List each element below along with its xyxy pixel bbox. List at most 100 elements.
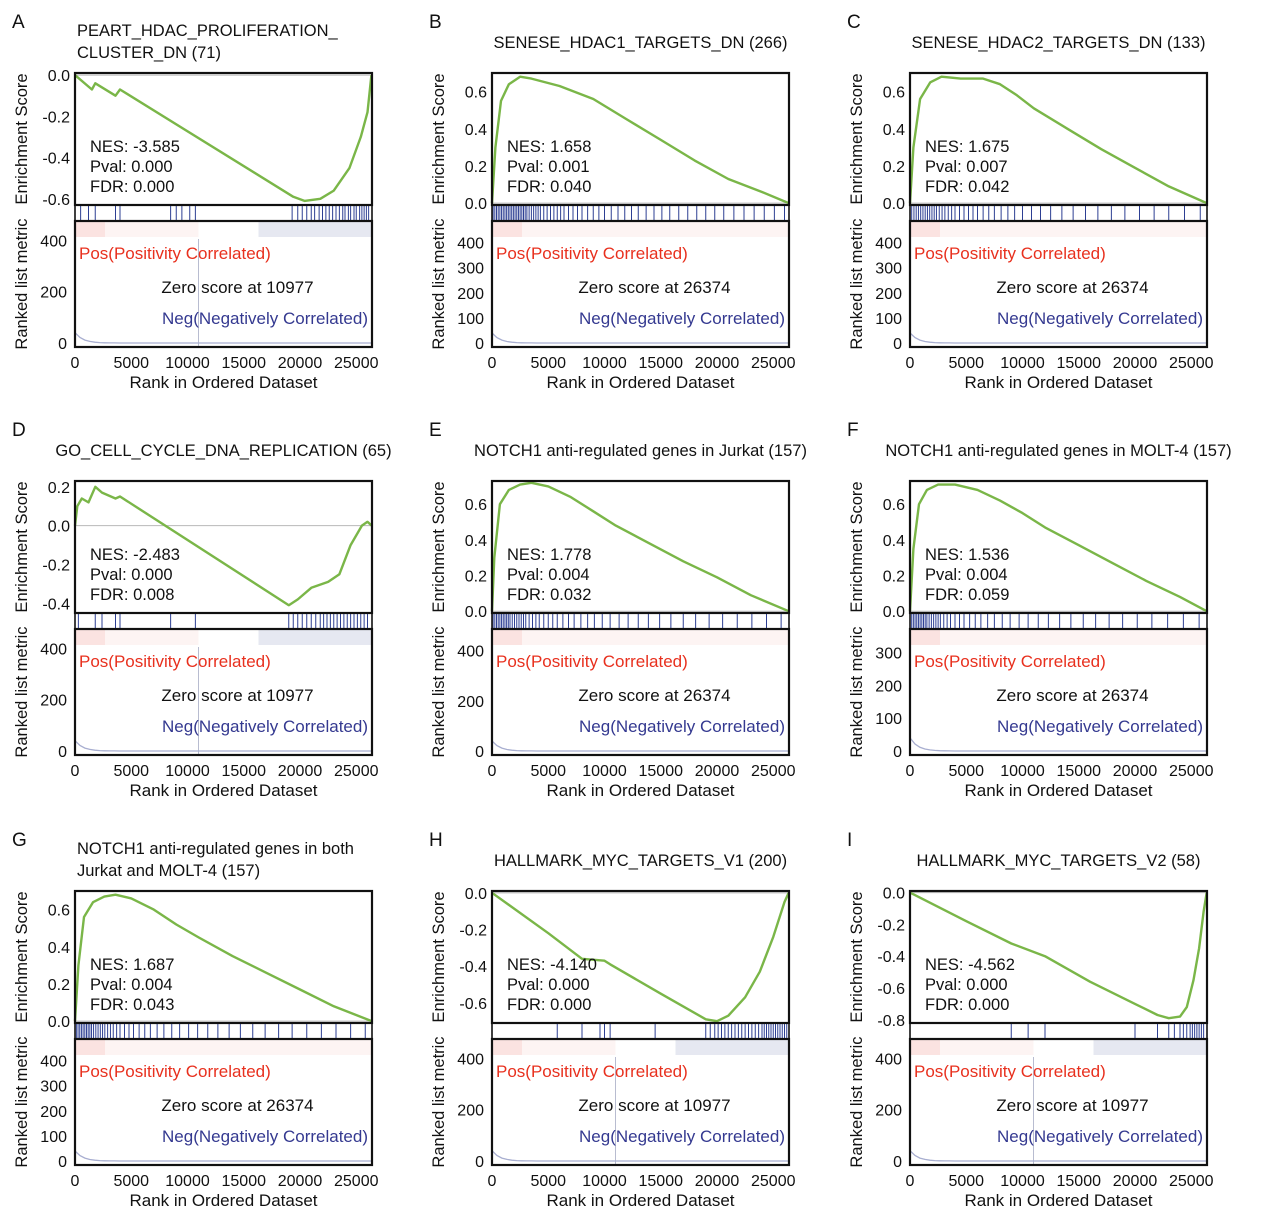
es-tick-label: 0.2 [883,159,905,176]
stat-label: NES: 1.536 [925,546,1009,564]
rank-plot-frame [490,219,791,349]
x-tick-label: 15000 [639,763,684,780]
es-axis-label: Enrichment Score [848,891,866,1022]
pos-label: Pos(Positivity Correlated) [914,652,1106,671]
panel-title: SENESE_HDAC2_TARGETS_DN (133) [911,34,1205,52]
x-axis-label: Rank in Ordered Dataset [964,1191,1152,1210]
x-tick-label: 0 [71,763,80,780]
x-tick-label: 5000 [948,763,984,780]
x-tick-label: 5000 [113,763,149,780]
rank-gradient-band [910,1039,1207,1055]
es-tick-label: 0.6 [883,497,905,514]
es-tick-label: 0.0 [465,604,487,621]
rank-gradient-band [75,221,372,237]
stat-label: NES: 1.687 [90,956,174,974]
rank-gradient-band [910,629,1207,645]
x-tick-label: 20000 [1113,763,1158,780]
rank-axis-label: Ranked list metric [13,218,31,349]
ranked-metric-curve [74,332,372,344]
panel-i: I HALLMARK_MYC_TARGETS_V2 (58) 0.0 -0.2 -0.4… [847,830,1214,1210]
rank-tick-label: 0 [893,1154,902,1171]
rank-tick-label: 400 [457,644,484,661]
x-axis-label: Rank in Ordered Dataset [546,373,734,392]
es-tick-label: 0.0 [465,196,487,213]
neg-label: Neg(Negatively Correlated) [162,717,368,736]
es-tick-label: 0.0 [883,604,905,621]
panel-a: A PEART_HDAC_PROLIFERATION_ CLUSTER_DN (71… [12,12,379,392]
pos-gradient-fade [105,1039,372,1055]
x-tick-label: 15000 [1057,763,1102,780]
x-tick-label: 25000 [1169,355,1214,372]
panel-d: D GO_CELL_CYCLE_DNA_REPLICATION (65) 0.2 0.… [12,420,392,800]
hit-marks [75,1024,366,1038]
es-axis-label: Enrichment Score [13,481,31,612]
hit-marks [80,206,370,220]
ranked-metric-curve [491,740,789,752]
pos-label: Pos(Positivity Correlated) [496,652,688,671]
panel-title: NOTCH1 anti-regulated genes in MOLT-4 (1… [885,442,1231,460]
x-tick-label: 10000 [165,763,210,780]
es-tick-label: 0.2 [48,977,70,994]
ranked-metric-curve [74,740,372,752]
x-tick-label: 25000 [334,1173,379,1190]
x-tick-label: 25000 [751,1173,796,1190]
panel-title: NOTCH1 anti-regulated genes in both [77,840,354,858]
pos-gradient-fade [940,629,1207,645]
neg-gradient [258,629,372,645]
es-tick-label: 0.4 [48,940,70,957]
x-tick-label: 10000 [1000,1173,1045,1190]
es-tick-label: 0.0 [48,68,70,85]
es-tick-label: -0.6 [459,996,487,1013]
x-tick-label: 15000 [222,355,267,372]
panel-title: HALLMARK_MYC_TARGETS_V2 (58) [917,852,1201,870]
pos-gradient [910,221,940,237]
rank-axis-label: Ranked list metric [848,1036,866,1167]
rank-tick-label: 200 [40,285,67,302]
panel-letter: C [847,12,861,33]
es-axis-label: Enrichment Score [13,891,31,1022]
x-tick-label: 20000 [278,355,323,372]
pos-gradient-fade [105,629,199,645]
panel-letter: F [847,420,859,441]
pos-label: Pos(Positivity Correlated) [496,1062,688,1081]
hit-marks [556,1024,788,1038]
x-tick-label: 20000 [278,1173,323,1190]
x-tick-label: 10000 [165,355,210,372]
stat-label: Pval: 0.000 [507,976,590,994]
panel-title: NOTCH1 anti-regulated genes in Jurkat (1… [474,442,807,460]
es-tick-label: 0.2 [883,569,905,586]
rank-gradient-band [75,629,372,645]
pos-gradient [492,629,522,645]
x-tick-label: 25000 [1169,1173,1214,1190]
hit-marks [492,614,782,628]
rank-tick-label: 100 [875,711,902,728]
rank-axis-label: Ranked list metric [848,218,866,349]
neg-label: Neg(Negatively Correlated) [162,1127,368,1146]
es-curve [73,485,373,607]
rank-tick-label: 400 [457,236,484,253]
x-tick-label: 0 [71,1173,80,1190]
x-tick-label: 25000 [751,355,796,372]
es-tick-label: 0.2 [465,569,487,586]
stat-label: NES: -4.562 [925,956,1015,974]
rank-gradient-band [75,1039,372,1055]
rank-tick-label: 200 [875,286,902,303]
pos-gradient-fade [105,221,199,237]
neg-gradient [258,221,372,237]
es-tick-label: -0.4 [42,596,70,613]
es-tick-label: -0.2 [42,109,70,126]
x-tick-label: 25000 [751,763,796,780]
hits-frame [491,612,790,630]
es-tick-label: 0.6 [48,903,70,920]
rank-axis-label: Ranked list metric [13,1036,31,1167]
panel-title: PEART_HDAC_PROLIFERATION_ [77,22,339,40]
x-tick-label: 10000 [582,763,627,780]
stat-label: FDR: 0.043 [90,996,174,1014]
rank-axis-label: Ranked list metric [430,218,448,349]
x-tick-label: 15000 [639,355,684,372]
zero-score-label: Zero score at 26374 [578,686,730,705]
x-tick-label: 15000 [1057,355,1102,372]
rank-plot-frame [490,627,791,757]
panel-letter: D [12,420,26,441]
rank-tick-label: 400 [875,236,902,253]
